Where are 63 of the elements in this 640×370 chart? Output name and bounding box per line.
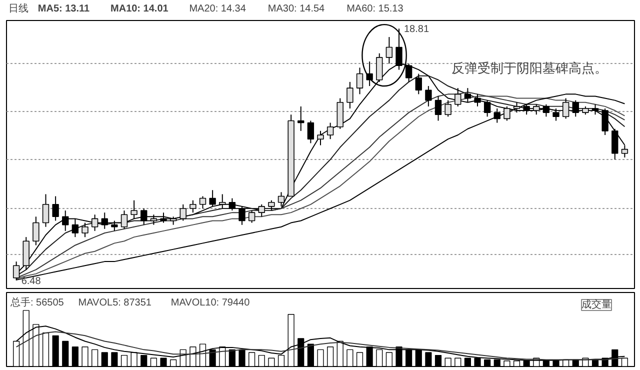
candlestick: [612, 128, 618, 160]
candlestick: [62, 210, 69, 232]
text: MA30: 14.54: [268, 4, 326, 14]
text: 总手: 56505: [10, 296, 64, 308]
text: MAVOL5: 87351: [78, 298, 152, 308]
candlestick: [248, 210, 256, 224]
candlestick: [356, 67, 364, 95]
candlestick: [592, 104, 599, 116]
candlestick: [562, 98, 570, 120]
text: MA5: 13.11: [38, 4, 90, 14]
candlestick: [533, 104, 540, 116]
annotation: 18.81: [404, 24, 430, 36]
candlestick: [504, 106, 510, 122]
candlestick: [386, 36, 393, 64]
candlestick: [140, 208, 148, 226]
candlestick: [307, 120, 314, 144]
candlestick: [434, 96, 442, 122]
candlestick: [484, 100, 491, 118]
candlestick: [209, 190, 216, 207]
candlestick: [523, 104, 530, 116]
candlestick: [180, 204, 186, 222]
candlestick: [52, 196, 59, 222]
candlestick: [552, 108, 560, 122]
candlestick: [326, 122, 334, 140]
text: MA60: 15.13: [346, 4, 404, 14]
candlestick: [572, 100, 579, 118]
candlestick: [130, 200, 138, 220]
candlestick: [32, 216, 40, 246]
candlestick: [42, 194, 50, 228]
text: MA10: 14.01: [110, 4, 169, 14]
candlestick: [111, 220, 118, 232]
candlestick: [278, 192, 285, 207]
annotation: 成交量: [582, 298, 612, 310]
text: MA20: 14.34: [189, 4, 246, 14]
candlestick: [199, 196, 206, 209]
candlestick: [513, 102, 520, 114]
candlestick: [464, 88, 472, 103]
text: MAVOL10: 79440: [170, 298, 250, 308]
candlestick: [454, 88, 462, 107]
candlestick: [238, 206, 246, 226]
candlestick: [120, 210, 128, 230]
annotation: 6.48: [21, 276, 42, 287]
candlestick: [228, 198, 236, 212]
candlestick: [425, 86, 432, 107]
candlestick: [258, 204, 265, 218]
candlestick: [72, 218, 79, 238]
candlestick: [542, 104, 550, 118]
candlestick: [219, 194, 226, 209]
candlestick: [494, 108, 500, 124]
chart-title: 日线: [8, 2, 28, 14]
candlestick: [444, 100, 452, 118]
candlestick: [474, 94, 481, 107]
candlestick: [101, 212, 108, 230]
candlestick: [317, 130, 324, 146]
candlestick: [602, 108, 608, 136]
candlestick: [160, 212, 167, 224]
candlestick: [268, 200, 275, 212]
candlestick: [91, 214, 98, 232]
candlestick: [190, 200, 196, 214]
candlestick: [415, 73, 422, 95]
annotation: 反弹受制于阴阳墓碑高点。: [452, 60, 608, 76]
candlestick: [346, 81, 354, 109]
candlestick: [82, 222, 88, 238]
